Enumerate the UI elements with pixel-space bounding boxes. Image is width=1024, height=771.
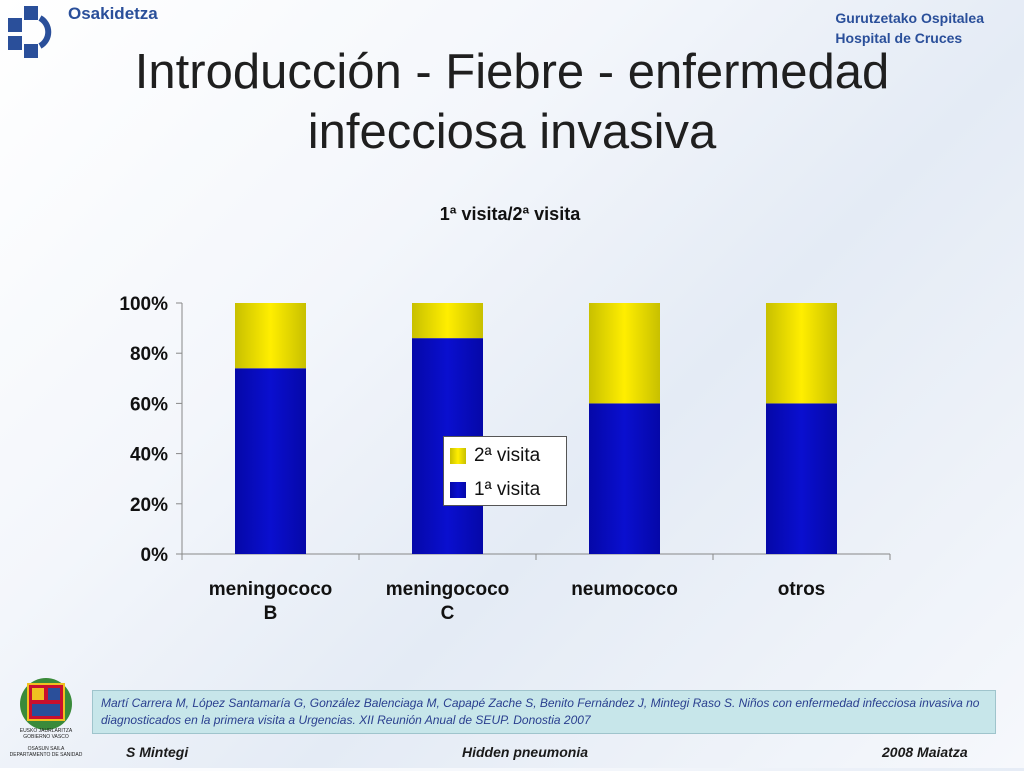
slide-title: Introducción - Fiebre - enfermedad infec… xyxy=(0,42,1024,162)
x-tick-label: otros xyxy=(778,579,826,600)
y-tick-label: 0% xyxy=(141,545,169,566)
x-tick-label: neumococo xyxy=(571,579,678,600)
bar-primera-visita xyxy=(235,368,306,554)
chart-legend: 2ª visita 1ª visita xyxy=(443,436,567,506)
bar-segunda-visita xyxy=(766,303,837,404)
hospital-name-spanish: Hospital de Cruces xyxy=(835,30,963,46)
hospital-name-basque: Gurutzetako Ospitalea xyxy=(835,10,984,26)
osakidetza-logo xyxy=(6,4,206,60)
legend-swatch-segunda xyxy=(450,448,466,464)
legend-swatch-primera xyxy=(450,482,466,498)
chart-title: 1ª visita/2ª visita xyxy=(439,204,581,224)
bar-primera-visita xyxy=(589,403,660,554)
x-tick-label: C xyxy=(441,603,455,624)
bar-primera-visita xyxy=(766,403,837,554)
logo-text: Osakidetza xyxy=(68,4,158,23)
coat-of-arms-text: EUSKO JAURLARITZA GOBIERNO VASCO OSASUN … xyxy=(8,728,84,758)
coat-text-2: GOBIERNO VASCO xyxy=(23,734,69,740)
coat-of-arms-icon xyxy=(20,678,72,730)
x-tick-label: meningococo xyxy=(386,579,510,600)
footer-author: S Mintegi xyxy=(126,744,189,760)
footer-date: 2008 Maiatza xyxy=(882,744,968,760)
coat-text-4: DEPARTAMENTO DE SANIDAD xyxy=(9,752,83,758)
footer-topic: Hidden pneumonia xyxy=(462,744,588,760)
reference-citation: Martí Carrera M, López Santamaría G, Gon… xyxy=(92,690,996,734)
legend-item-segunda: 2ª visita xyxy=(450,445,540,467)
coat-text-1: EUSKO JAURLARITZA xyxy=(19,728,73,734)
y-tick-label: 100% xyxy=(119,294,168,315)
bar-segunda-visita xyxy=(412,303,483,339)
y-tick-label: 20% xyxy=(130,495,168,516)
slide-title-line1: Introducción - Fiebre - enfermedad xyxy=(134,45,890,99)
bar-segunda-visita xyxy=(235,303,306,369)
slide-title-line2: infecciosa invasiva xyxy=(307,105,717,159)
hospital-name: Gurutzetako Ospitalea Hospital de Cruces xyxy=(835,8,984,48)
legend-label-segunda: 2ª visita xyxy=(474,445,541,466)
legend-label-primera: 1ª visita xyxy=(474,479,541,500)
legend-item-primera: 1ª visita xyxy=(450,479,540,501)
x-tick-label: meningococo xyxy=(209,579,333,600)
y-tick-label: 80% xyxy=(130,344,168,365)
basque-government-logo: EUSKO JAURLARITZA GOBIERNO VASCO OSASUN … xyxy=(8,670,84,766)
bar-segunda-visita xyxy=(589,303,660,404)
coat-text-3: OSASUN SAILA xyxy=(27,746,65,752)
osakidetza-logo-icon xyxy=(8,6,52,58)
x-tick-label: B xyxy=(264,603,278,624)
y-tick-label: 60% xyxy=(130,394,168,415)
y-tick-label: 40% xyxy=(130,445,168,466)
